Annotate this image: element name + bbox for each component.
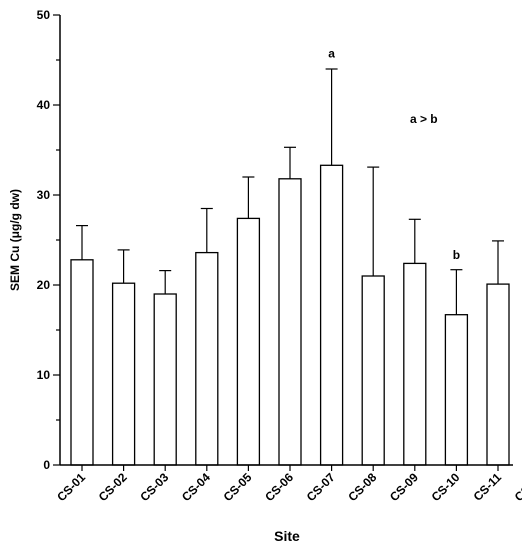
x-tick-label: CS-09	[387, 470, 421, 504]
bar	[236, 217, 261, 466]
x-tick-label: CS-04	[179, 470, 213, 504]
bar	[153, 293, 177, 466]
x-tick-label: CS-07	[304, 470, 338, 504]
y-axis-title: SEM Cu (μg/g dw)	[8, 189, 22, 291]
bar	[278, 178, 302, 466]
y-tick-label: 50	[37, 8, 51, 22]
x-tick-label: CS-02	[96, 470, 130, 504]
x-tick-label: CS-01	[54, 470, 88, 504]
x-tick-label: CS-03	[137, 470, 171, 504]
x-tick-label: CS-08	[345, 470, 379, 504]
error-bars	[76, 68, 504, 315]
bar	[486, 283, 510, 466]
y-tick-label: 30	[37, 188, 51, 202]
annotation: b	[453, 248, 460, 262]
bar	[319, 164, 344, 466]
x-axis-title: Site	[274, 528, 300, 544]
x-tick-label: CS-10	[429, 470, 463, 504]
annotation: a > b	[410, 112, 438, 126]
bars	[70, 164, 510, 466]
x-tick-label: CS-06	[262, 470, 296, 504]
x-tick-label: CS-11	[471, 470, 505, 504]
x-tick-label: CS-12	[512, 470, 522, 504]
bar	[403, 262, 427, 466]
bar	[111, 282, 136, 466]
annotation: a	[328, 46, 335, 60]
bar	[444, 314, 469, 466]
x-tick-label: CS-05	[221, 470, 255, 504]
bar	[195, 251, 219, 466]
y-axis-ticks: 0 10 20 30 40 50	[37, 8, 60, 472]
bar	[361, 275, 385, 466]
annotations: a b a > b	[328, 46, 460, 262]
x-axis-ticks: CS-01 CS-02 CS-03 CS-04 CS-05 CS-06 CS-07 CS-08…	[54, 465, 522, 504]
y-tick-label: 20	[37, 278, 51, 292]
y-tick-label: 0	[43, 458, 50, 472]
bar	[70, 259, 94, 466]
y-tick-label: 10	[37, 368, 51, 382]
y-tick-label: 40	[37, 98, 51, 112]
